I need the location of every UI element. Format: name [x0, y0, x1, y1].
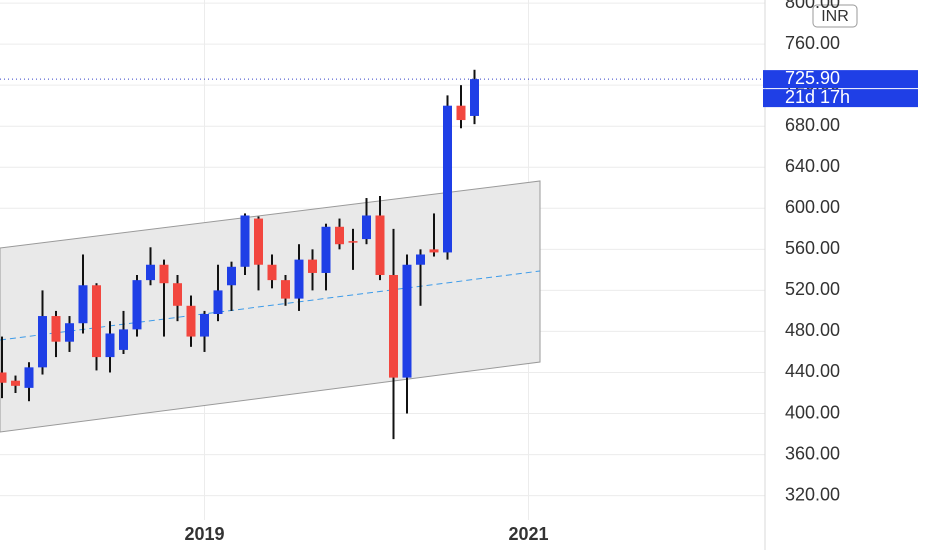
y-tick-label: 560.00	[785, 238, 840, 258]
candle-body	[78, 285, 88, 324]
candle-body	[348, 241, 358, 243]
candle-body	[24, 367, 34, 388]
y-tick-label: 440.00	[785, 361, 840, 381]
candle-body	[159, 264, 169, 284]
candle-body	[213, 290, 223, 314]
countdown-box	[763, 89, 918, 108]
candle-body	[375, 215, 385, 275]
candle-body	[173, 283, 182, 306]
candle-body	[227, 266, 236, 286]
y-tick-label: 320.00	[785, 484, 840, 504]
y-tick-label: 760.00	[785, 33, 840, 53]
candle-body	[38, 316, 47, 368]
candle-body	[267, 264, 277, 281]
y-tick-label: 800.00	[785, 0, 840, 12]
last-price-label: 725.90	[785, 68, 840, 88]
candle-body	[11, 380, 20, 386]
candle-body	[443, 105, 452, 253]
candle-body	[321, 226, 331, 273]
countdown: 21d 17h	[785, 87, 850, 107]
currency-box[interactable]	[812, 4, 858, 28]
y-tick-label: 640.00	[785, 156, 840, 176]
candle-body	[389, 275, 398, 378]
y-tick-label: 400.00	[785, 402, 840, 422]
candle-body	[294, 259, 304, 299]
candle-body	[308, 259, 317, 273]
y-tick-label: 600.00	[785, 197, 840, 217]
candle-body	[335, 226, 344, 245]
candle-body	[51, 316, 61, 342]
y-tick-label: 360.00	[785, 443, 840, 463]
y-tick-label: 680.00	[785, 115, 840, 135]
x-tick-label: 2019	[184, 524, 224, 544]
last-price-box	[763, 70, 918, 89]
candle-body	[470, 79, 479, 116]
candle-body	[186, 305, 196, 337]
channel-mid	[0, 270, 541, 341]
candle-body	[240, 215, 250, 267]
candle-body	[65, 323, 74, 342]
candle-body	[119, 329, 128, 350]
y-tick-label: 520.00	[785, 279, 840, 299]
currency: INR	[821, 8, 849, 25]
candle-body	[105, 333, 115, 358]
candle-body	[92, 285, 101, 358]
candle-body	[132, 280, 142, 330]
candle-body	[416, 254, 425, 265]
candle-body	[362, 215, 371, 240]
candle-body	[402, 264, 412, 378]
candle-body	[429, 249, 439, 253]
candle-body	[0, 372, 7, 383]
candle-body	[254, 218, 263, 265]
x-tick-label: 2021	[508, 524, 548, 544]
candle-body	[146, 264, 155, 281]
candle-body	[456, 105, 466, 121]
candle-body	[200, 313, 209, 337]
y-tick-label: 480.00	[785, 320, 840, 340]
candle-body	[281, 280, 290, 299]
